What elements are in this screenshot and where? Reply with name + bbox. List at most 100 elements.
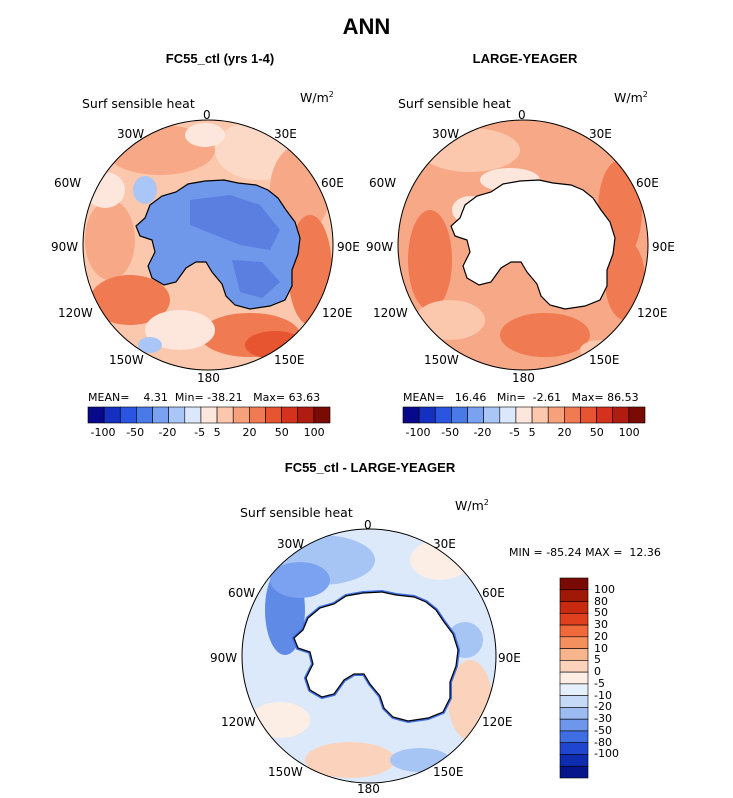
panel-2-variable-label: Surf sensible heat	[398, 96, 511, 111]
difference-colorbar-swatch	[559, 754, 589, 767]
panel-2-lon-150e: 150E	[589, 353, 620, 367]
panel-2-lon-30e: 30E	[589, 127, 612, 141]
difference-colorbar-swatch	[559, 636, 589, 649]
panel-1-stats: MEAN= 4.31 Min= -38.21 Max= 63.63	[88, 391, 321, 404]
difference-colorbar-swatch	[559, 695, 589, 708]
difference-colorbar-tick-label: -30	[594, 712, 612, 726]
difference-colorbar-tick-label: 100	[594, 582, 615, 596]
difference-colorbar	[559, 577, 589, 779]
panel-2-colorbar-tick-label: 20	[557, 426, 572, 439]
difference-lon-30e: 30E	[433, 537, 456, 551]
difference-units: W/m2	[455, 498, 489, 514]
panel-2-colorbar-swatch	[628, 406, 646, 424]
difference-lon-90e: 90E	[498, 651, 521, 665]
panel-2-lon-90w: 90W	[366, 240, 394, 254]
panel-2-lon-30w: 30W	[432, 127, 460, 141]
panel-1-units: W/m2	[300, 90, 334, 106]
panel-2-lon-90e: 90E	[652, 240, 675, 254]
panel-2-lon-180: 180	[512, 371, 535, 385]
panel-1-title: FC55_ctl (yrs 1-4)	[165, 51, 275, 66]
difference-colorbar-swatch	[559, 671, 589, 685]
difference-lon-150e: 150E	[433, 765, 464, 779]
difference-colorbar-tick-label: 80	[594, 594, 608, 608]
difference-colorbar-tick-label: -10	[594, 688, 612, 702]
difference-colorbar-swatch	[559, 660, 589, 673]
panel-1-colorbar	[87, 406, 331, 424]
panel-1-lon-120w: 120W	[58, 306, 93, 320]
panel-1-colorbar-tick-label: -5	[194, 426, 206, 439]
panel-2-colorbar-tick-label: -100	[405, 426, 431, 439]
panel-1-colorbar-tick-label: 20	[242, 426, 257, 439]
panel-1-lon-60e: 60E	[321, 176, 344, 190]
panel-1-colorbar-tick-label: -50	[126, 426, 145, 439]
difference-colorbar-tick-label: 30	[594, 618, 608, 632]
panel-1-colorbar-tick-label: -20	[158, 426, 177, 439]
panel-2-lon-150w: 150W	[424, 353, 459, 367]
difference-stats: MIN = -85.24 MAX = 12.36	[509, 546, 661, 559]
difference-colorbar-swatch	[559, 707, 589, 720]
panel-2-lon-120w: 120W	[373, 306, 408, 320]
panel-1-lon-30e: 30E	[274, 127, 297, 141]
panel-1-variable-label: Surf sensible heat	[82, 96, 195, 111]
difference-colorbar-tick-label: 5	[594, 653, 601, 667]
panel-1-colorbar-tick-label: 50	[274, 426, 289, 439]
difference-colorbar-tick-label: 0	[594, 665, 601, 679]
difference-lon-150w: 150W	[268, 765, 303, 779]
panel-1-colorbar-tick-label: -100	[90, 426, 116, 439]
panel-1-lon-150w: 150W	[109, 353, 144, 367]
panel-1-lon-120e: 120E	[322, 306, 353, 320]
panel-2-stats: MEAN= 16.46 Min= -2.61 Max= 86.53	[403, 391, 639, 404]
panel-2-units: W/m2	[614, 90, 648, 106]
panel-2-title: LARGE-YEAGER	[472, 51, 578, 66]
panel-1-lon-90w: 90W	[51, 240, 79, 254]
panel-1-colorbar-tick-label: 5	[213, 426, 221, 439]
main-title: ANN	[342, 14, 391, 39]
difference-colorbar-tick-label: -80	[594, 735, 612, 749]
difference-colorbar-swatch	[559, 730, 589, 744]
panel-1-lon-180: 180	[197, 371, 220, 385]
difference-lon-120w: 120W	[221, 715, 256, 729]
panel-1-lon-60w: 60W	[54, 176, 82, 190]
difference-lon-120e: 120E	[482, 715, 513, 729]
difference-lon-60e: 60E	[482, 586, 505, 600]
panel-2-colorbar-ticks: -100 -50 -20 -5 5 20 50 100	[403, 426, 653, 440]
panel-2-colorbar	[402, 406, 646, 424]
difference-lon-0: 0	[364, 518, 372, 532]
difference-colorbar-swatch	[559, 612, 589, 626]
difference-colorbar-swatch	[559, 683, 589, 696]
panel-2-lon-60e: 60E	[636, 176, 659, 190]
panel-1-lon-0: 0	[203, 108, 211, 122]
difference-colorbar-swatch	[559, 624, 589, 638]
panel-1-colorbar-ticks: -100 -50 -20 -5 5 20 50 100	[88, 426, 338, 440]
difference-variable-label: Surf sensible heat	[240, 505, 353, 520]
difference-colorbar-swatch	[559, 742, 589, 755]
difference-colorbar-swatch	[559, 577, 589, 591]
panel-1-lon-30w: 30W	[117, 127, 145, 141]
panel-2-lon-120e: 120E	[637, 306, 668, 320]
panel-2-colorbar-tick-label: 5	[528, 426, 536, 439]
panel-1-colorbar-swatch	[313, 406, 331, 424]
difference-colorbar-tick-label: 20	[594, 629, 608, 643]
difference-colorbar-tick-label: 10	[594, 641, 608, 655]
panel-1-lon-90e: 90E	[337, 240, 360, 254]
difference-colorbar-tick-label: -5	[594, 676, 605, 690]
difference-colorbar-tick-label: -100	[594, 747, 619, 761]
difference-lon-60w: 60W	[228, 586, 256, 600]
difference-colorbar-ticks: 100 80 50 30 20 10 5 0 -5 -10 -20 -30 -50 -80 -100	[594, 578, 634, 778]
panel-1-colorbar-tick-label: 100	[303, 426, 325, 439]
panel-2-colorbar-tick-label: 100	[618, 426, 640, 439]
difference-colorbar-tick-label: -20	[594, 700, 612, 714]
difference-lon-30w: 30W	[277, 537, 305, 551]
difference-colorbar-tick-label: -50	[594, 723, 612, 737]
difference-lon-180: 180	[357, 782, 380, 796]
difference-colorbar-swatch	[559, 589, 589, 602]
difference-title: FC55_ctl - LARGE-YEAGER	[284, 460, 456, 475]
difference-colorbar-swatch	[559, 765, 589, 779]
difference-colorbar-swatch	[559, 648, 589, 661]
panel-2-colorbar-tick-label: -50	[441, 426, 460, 439]
panel-2-colorbar-tick-label: -20	[473, 426, 492, 439]
panel-2-lon-0: 0	[518, 108, 526, 122]
